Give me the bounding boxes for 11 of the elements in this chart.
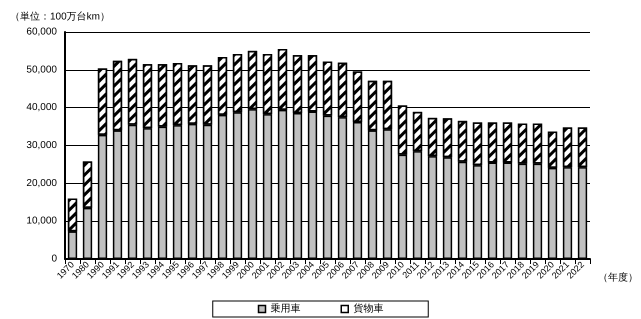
y-tick-label: 20,000 bbox=[26, 178, 58, 189]
y-axis-title: （単位：100万台km） bbox=[10, 10, 110, 22]
x-axis-title: （年度） bbox=[598, 272, 638, 284]
legend-label: 貨物車 bbox=[353, 302, 384, 314]
y-tick-label: 30,000 bbox=[26, 140, 58, 151]
y-tick-label: 10,000 bbox=[26, 216, 58, 227]
y-tick-label: 0 bbox=[51, 254, 58, 264]
y-tick-label: 60,000 bbox=[26, 26, 58, 38]
y-tick-label: 40,000 bbox=[26, 102, 58, 114]
legend-label: 乗用車 bbox=[270, 302, 300, 314]
y-tick-label: 50,000 bbox=[26, 64, 58, 76]
